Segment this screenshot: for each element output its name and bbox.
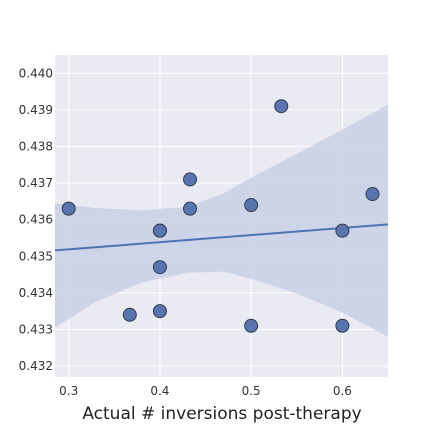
confidence-band-area xyxy=(55,104,388,337)
data-point xyxy=(244,318,259,333)
x-tick-label: 0.4 xyxy=(150,384,169,398)
x-axis-label: Actual # inversions post-therapy xyxy=(82,404,361,424)
y-tick-label: 0.436 xyxy=(19,213,53,227)
data-point xyxy=(61,201,76,216)
x-tick-label: 0.3 xyxy=(59,384,78,398)
regression-line xyxy=(54,223,389,252)
y-tick-label: 0.435 xyxy=(19,249,53,263)
data-point xyxy=(365,187,380,202)
y-tick-label: 0.434 xyxy=(19,286,53,300)
x-tick-label: 0.5 xyxy=(242,384,261,398)
data-point xyxy=(244,198,259,213)
x-tick-label: 0.6 xyxy=(333,384,352,398)
y-tick-label: 0.437 xyxy=(19,176,53,190)
data-point xyxy=(152,304,167,319)
x-tick-labels: 0.3 0.4 0.5 0.6 xyxy=(59,384,352,398)
data-point xyxy=(183,201,198,216)
data-point xyxy=(183,172,198,187)
data-point xyxy=(152,260,167,275)
y-tick-label: 0.440 xyxy=(19,66,53,80)
confidence-band xyxy=(55,104,388,337)
data-point xyxy=(152,223,167,238)
data-points xyxy=(61,99,380,333)
data-point xyxy=(122,307,137,322)
y-tick-labels: 0.432 0.433 0.434 0.435 0.436 0.437 0.438 0.439… xyxy=(19,66,53,373)
data-point xyxy=(335,223,350,238)
data-point xyxy=(335,318,350,333)
y-tick-label: 0.439 xyxy=(19,103,53,117)
y-tick-label: 0.432 xyxy=(19,359,53,373)
y-tick-label: 0.433 xyxy=(19,322,53,336)
y-tick-label: 0.438 xyxy=(19,139,53,153)
regression-line-path xyxy=(54,223,389,252)
data-point xyxy=(274,99,289,114)
